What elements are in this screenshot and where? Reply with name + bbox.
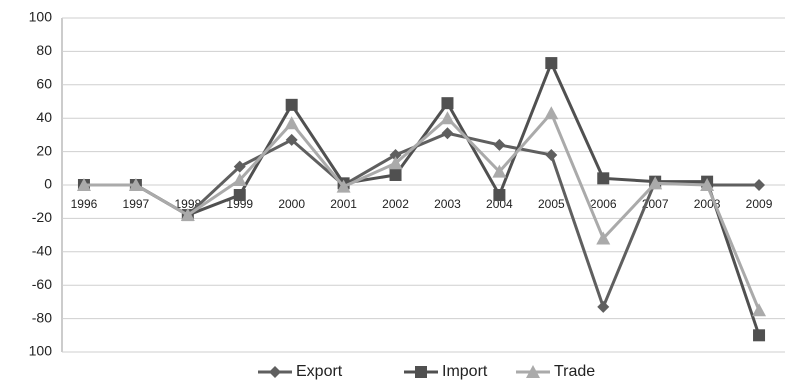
y-tick-label: 0 [44,176,52,192]
marker [180,208,195,222]
marker [284,116,299,130]
marker [597,172,610,185]
y-tick-label: -80 [32,309,52,325]
x-tick-label: 2000 [278,197,305,211]
marker [415,366,427,378]
x-tick-label: 2003 [434,197,461,211]
marker [285,133,298,146]
marker [493,138,506,151]
marker [336,179,351,193]
marker [493,189,506,202]
marker [753,179,766,191]
y-tick-label: -20 [32,209,52,225]
marker [544,106,559,120]
legend-label: Export [296,363,343,380]
marker [648,176,663,190]
marker [441,127,454,140]
x-tick-label: 1999 [226,197,253,211]
marker [389,168,402,181]
x-tick-label: 2004 [486,197,513,211]
series-line [83,131,760,312]
marker [596,231,611,245]
marker [545,57,558,70]
marker [388,156,403,170]
y-tick-label: -60 [32,276,52,292]
marker [233,160,246,173]
x-tick-label: 2001 [330,197,357,211]
marker [389,148,402,161]
marker [128,178,143,191]
marker [492,164,507,178]
y-tick-label: 80 [36,42,52,58]
y-tick-label: 60 [36,76,52,92]
x-tick-label: 2009 [746,197,773,211]
marker [269,366,281,378]
marker [76,178,91,191]
x-tick-label: 1996 [71,197,98,211]
legend-label: Import [442,363,488,380]
marker [285,98,298,111]
y-tick-label: 100 [29,343,53,359]
x-tick-label: 2002 [382,197,409,211]
marker [700,178,715,191]
marker [441,97,454,110]
x-tick-label: 1997 [123,197,150,211]
marker [597,300,610,313]
marker [753,329,766,342]
x-tick-label: 2006 [590,197,617,211]
legend-label: Trade [554,363,595,380]
marker [440,111,455,125]
y-tick-label: 20 [36,142,52,158]
x-tick-label: 2005 [538,197,565,211]
marker [526,365,540,378]
marker [233,189,246,202]
marker [545,148,558,161]
marker [232,172,247,186]
y-tick-label: 100 [29,9,53,25]
series-line [83,110,761,311]
marker [752,303,767,317]
y-tick-label: 40 [36,109,52,125]
y-tick-label: -40 [32,243,52,259]
